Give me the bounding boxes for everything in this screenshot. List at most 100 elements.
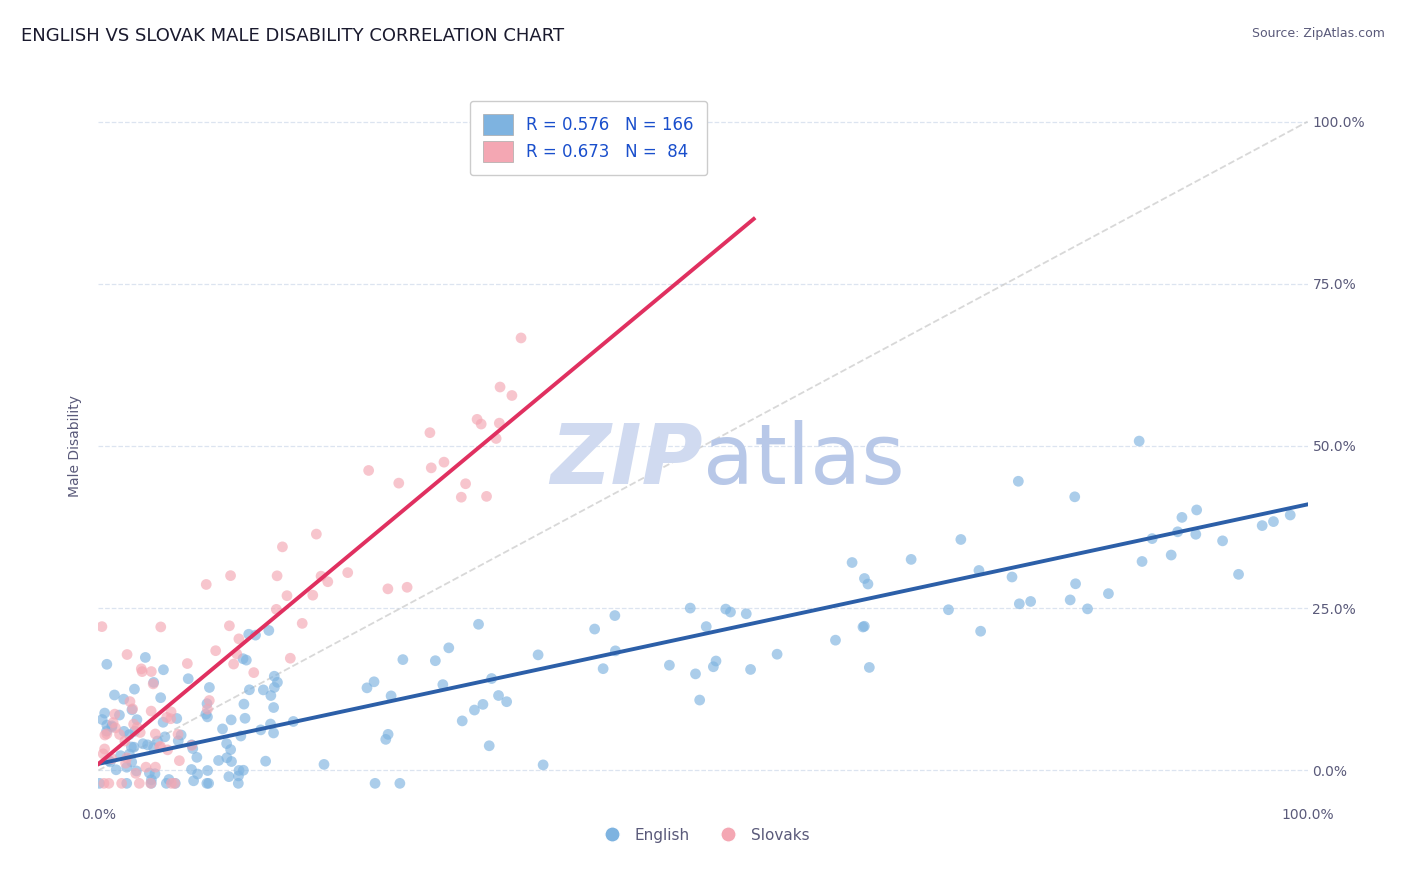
Point	[1097, 587, 1119, 601]
Point	[125, 766, 148, 780]
Point	[465, 412, 488, 426]
Point	[475, 489, 498, 503]
Point	[97, 776, 120, 790]
Point	[198, 681, 221, 695]
Point	[364, 776, 387, 790]
Point	[97, 754, 120, 768]
Point	[488, 416, 510, 430]
Point	[1001, 570, 1024, 584]
Point	[226, 776, 249, 790]
Point	[714, 602, 737, 616]
Point	[374, 732, 396, 747]
Point	[149, 690, 172, 705]
Point	[142, 740, 165, 755]
Point	[112, 724, 135, 739]
Point	[1076, 602, 1098, 616]
Point	[235, 653, 257, 667]
Point	[225, 647, 247, 661]
Point	[583, 622, 606, 636]
Point	[478, 739, 501, 753]
Point	[679, 601, 702, 615]
Point	[163, 776, 186, 790]
Point	[125, 764, 148, 778]
Point	[157, 772, 180, 787]
Point	[305, 527, 328, 541]
Point	[266, 569, 288, 583]
Point	[115, 751, 138, 765]
Point	[232, 651, 254, 665]
Point	[266, 675, 288, 690]
Point	[283, 714, 305, 729]
Point	[128, 776, 150, 790]
Point	[309, 569, 332, 583]
Point	[120, 739, 142, 754]
Point	[605, 644, 627, 658]
Point	[858, 660, 880, 674]
Point	[766, 647, 789, 661]
Point	[852, 620, 875, 634]
Legend: English, Slovaks: English, Slovaks	[591, 822, 815, 848]
Point	[396, 580, 419, 594]
Point	[527, 648, 550, 662]
Point	[159, 712, 181, 726]
Point	[488, 689, 510, 703]
Point	[1227, 567, 1250, 582]
Point	[1279, 508, 1302, 522]
Point	[91, 713, 114, 727]
Point	[437, 640, 460, 655]
Point	[149, 739, 172, 754]
Point	[242, 665, 264, 680]
Point	[197, 776, 219, 790]
Point	[132, 737, 155, 751]
Point	[91, 747, 114, 761]
Point	[195, 776, 218, 790]
Point	[139, 776, 162, 790]
Point	[186, 750, 208, 764]
Point	[257, 624, 280, 638]
Point	[853, 572, 876, 586]
Point	[111, 776, 134, 790]
Point	[104, 721, 127, 735]
Point	[232, 697, 254, 711]
Point	[276, 589, 298, 603]
Point	[145, 760, 167, 774]
Point	[114, 734, 136, 748]
Point	[166, 711, 188, 725]
Point	[215, 750, 238, 764]
Point	[167, 734, 190, 748]
Point	[129, 662, 152, 676]
Point	[112, 692, 135, 706]
Point	[180, 763, 202, 777]
Point	[101, 719, 124, 733]
Point	[271, 540, 294, 554]
Point	[197, 702, 219, 716]
Point	[96, 657, 118, 672]
Point	[357, 463, 380, 477]
Point	[259, 717, 281, 731]
Point	[96, 718, 118, 732]
Point	[1171, 510, 1194, 524]
Point	[219, 568, 242, 582]
Point	[141, 772, 163, 787]
Point	[141, 665, 163, 679]
Point	[96, 724, 118, 739]
Point	[1007, 475, 1029, 489]
Point	[160, 705, 183, 719]
Point	[1251, 518, 1274, 533]
Point	[278, 651, 301, 665]
Point	[211, 722, 233, 736]
Point	[89, 776, 111, 790]
Point	[103, 688, 125, 702]
Point	[252, 682, 274, 697]
Point	[101, 720, 124, 734]
Point	[177, 672, 200, 686]
Point	[263, 700, 285, 714]
Point	[138, 766, 160, 780]
Point	[938, 603, 960, 617]
Point	[122, 717, 145, 731]
Point	[165, 776, 187, 790]
Point	[222, 657, 245, 671]
Point	[1128, 434, 1150, 448]
Point	[101, 715, 124, 730]
Point	[463, 703, 485, 717]
